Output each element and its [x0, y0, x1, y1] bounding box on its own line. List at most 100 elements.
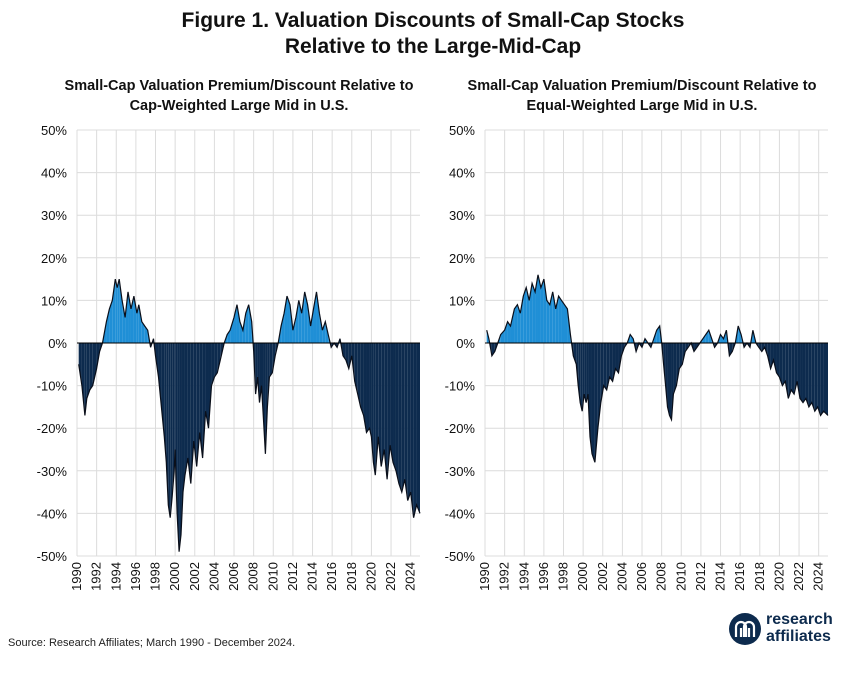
right-chart-y-tick-label: -40% [445, 506, 476, 521]
right-chart-area-segment [702, 334, 706, 343]
left-chart-area-segment [109, 300, 113, 343]
right-chart-area-segment [729, 343, 733, 356]
left-chart-area-segment [390, 343, 394, 463]
right-chart-x-tick-label: 2012 [693, 562, 708, 591]
left-chart-area-segment [138, 304, 142, 343]
right-chart-area-segment [510, 308, 515, 343]
left-chart-x-tick-label: 2000 [167, 562, 182, 591]
figure-title-line2: Relative to the Large-Mid-Cap [284, 35, 582, 58]
left-chart-area-segment [387, 343, 391, 480]
right-chart-area-segment [673, 343, 677, 395]
right-chart-y-tick-label: 20% [449, 251, 475, 266]
left-chart-area-segment [168, 343, 171, 518]
left-chart-area-segment [239, 321, 243, 343]
left-chart-area-segment [363, 343, 367, 433]
left-chart-y-tick-label: 50% [41, 123, 67, 138]
left-chart-area-segment [128, 291, 131, 343]
left-chart-x-tick-label: 1994 [108, 562, 123, 591]
right-chart-x-tick-label: 1994 [516, 562, 531, 591]
left-chart-area-segment [404, 343, 408, 501]
right-chart-area-segment [535, 274, 538, 343]
right-chart-area-segment [770, 343, 774, 369]
right-chart-area-segment [802, 343, 806, 403]
left-chart-area-segment [322, 321, 326, 343]
left-chart-title: Small-Cap Valuation Premium/Discount Rel… [44, 76, 434, 116]
left-chart-x-tick-label: 2012 [285, 562, 300, 591]
right-chart-area-segment [767, 343, 771, 369]
left-chart-area-segment [184, 343, 188, 476]
left-chart-area-segment [136, 304, 139, 343]
left-chart-area-segment [211, 343, 215, 386]
left-chart-x-tick-label: 1992 [89, 562, 104, 591]
right-chart-x-tick-label: 2024 [811, 562, 826, 591]
right-chart-x-tick-label: 2006 [634, 562, 649, 591]
left-chart-area-segment [257, 343, 260, 403]
left-chart-area-segment [92, 343, 97, 386]
left-chart-area-segment [199, 343, 203, 459]
right-chart-area-segment [520, 296, 524, 343]
right-chart-area-segment [667, 343, 670, 416]
left-chart-area-segment [295, 300, 299, 343]
left-chart-x-tick-label: 2006 [226, 562, 241, 591]
right-chart-area-segment [805, 343, 809, 407]
left-chart-area-segment [202, 343, 206, 459]
left-chart-area-segment [248, 304, 252, 343]
right-chart-area-segment [591, 343, 595, 463]
left-chart-x-tick-label: 2016 [324, 562, 339, 591]
right-chart-area-segment [823, 343, 828, 416]
left-chart-area-segment [384, 343, 388, 480]
left-chart-y-tick-label: -20% [37, 421, 68, 436]
left-chart-area-segment [230, 317, 235, 343]
right-chart-area-segment [517, 304, 521, 343]
right-chart-x-tick-label: 2022 [791, 562, 806, 591]
right-chart-area-segment [546, 300, 550, 343]
right-chart-y-tick-label: 30% [449, 208, 475, 223]
right-chart-y-tick-label: 50% [449, 123, 475, 138]
left-chart-area-segment [78, 343, 82, 386]
right-chart-area-segment [588, 343, 591, 437]
right-chart-x-tick-label: 1996 [536, 562, 551, 591]
left-chart-area-segment [172, 343, 175, 497]
left-chart-x-tick-label: 2018 [344, 562, 359, 591]
right-chart-area-segment [586, 343, 589, 403]
logo-wordmark: research affiliates [766, 611, 833, 645]
left-chart-area-segment [179, 343, 182, 552]
left-chart-x-tick-label: 1998 [148, 562, 163, 591]
left-chart-area-segment [304, 291, 308, 343]
right-chart-y-tick-label: 0% [456, 336, 475, 351]
left-chart-area-segment [373, 343, 376, 476]
right-chart-x-tick-label: 2002 [595, 562, 610, 591]
left-chart-x-tick-label: 2020 [363, 562, 378, 591]
left-chart-area-segment [393, 343, 396, 471]
right-chart-x-tick-label: 2020 [771, 562, 786, 591]
right-chart-area-segment [782, 343, 786, 386]
right-chart-area-segment [791, 343, 795, 395]
left-chart-y-tick-label: 40% [41, 166, 67, 181]
left-chart-area-segment [164, 343, 167, 463]
right-chart-area-segment [609, 343, 613, 382]
right-chart-area-segment [738, 325, 742, 343]
right-chart-area-segment [615, 343, 619, 373]
left-chart-area-segment [170, 343, 173, 518]
left-chart-y-tick-label: 30% [41, 208, 67, 223]
research-affiliates-logo: research affiliates [728, 608, 858, 652]
logo-line1: research [766, 611, 833, 628]
right-chart-area-segment [543, 279, 547, 343]
right-chart-y-tick-label: -10% [445, 379, 476, 394]
left-chart-area-segment [313, 291, 317, 343]
left-chart-y-tick-label: -50% [37, 549, 68, 564]
left-chart-area-segment [381, 343, 385, 467]
right-chart-series-line [486, 274, 829, 463]
left-chart-area-segment [395, 343, 399, 484]
right-chart-x-tick-label: 2016 [732, 562, 747, 591]
left-chart-x-tick-label: 2022 [383, 562, 398, 591]
left-chart-area-segment [182, 343, 185, 493]
left-chart-area-segment [357, 343, 361, 407]
right-chart-area-segment [794, 343, 798, 395]
left-chart-area-segment [86, 343, 90, 399]
left-chart-area-segment [187, 343, 191, 484]
right-chart-area-segment [558, 296, 562, 343]
left-chart-area-segment [158, 343, 162, 407]
right-chart-area-segment [526, 287, 530, 343]
